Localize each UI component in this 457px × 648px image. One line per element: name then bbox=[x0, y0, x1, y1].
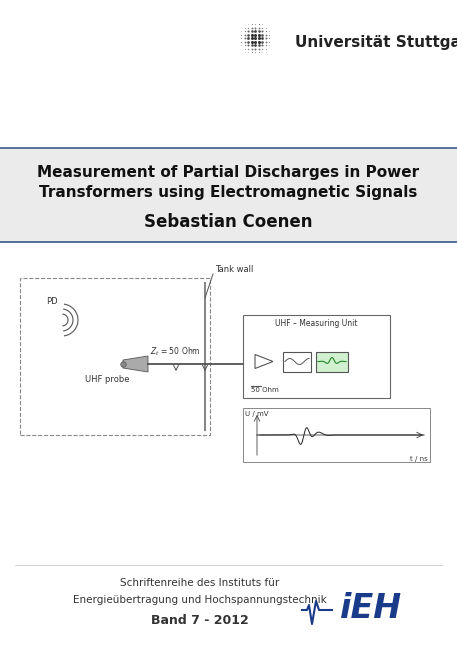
Text: 50 Ohm: 50 Ohm bbox=[251, 387, 279, 393]
Text: U / mV: U / mV bbox=[245, 411, 269, 417]
Text: Schriftenreihe des Instituts für: Schriftenreihe des Instituts für bbox=[120, 578, 280, 588]
Text: Transformers using Electromagnetic Signals: Transformers using Electromagnetic Signa… bbox=[39, 185, 417, 200]
Polygon shape bbox=[123, 356, 148, 372]
Text: Sebastian Coenen: Sebastian Coenen bbox=[144, 213, 312, 231]
Text: Measurement of Partial Discharges in Power: Measurement of Partial Discharges in Pow… bbox=[37, 165, 419, 179]
Bar bbox=[20, 278, 210, 435]
Bar bbox=[0, 148, 457, 242]
Text: t / ns: t / ns bbox=[410, 456, 428, 462]
Text: Universität Stuttgart: Universität Stuttgart bbox=[295, 34, 457, 49]
Bar bbox=[283, 351, 311, 371]
Bar bbox=[243, 408, 430, 462]
Bar bbox=[243, 315, 390, 398]
Text: Band 7 - 2012: Band 7 - 2012 bbox=[151, 614, 249, 627]
Text: PD: PD bbox=[46, 297, 58, 307]
Text: $Z_t$ = 50 Ohm: $Z_t$ = 50 Ohm bbox=[149, 345, 200, 358]
Text: UHF probe: UHF probe bbox=[85, 375, 129, 384]
Text: UHF – Measuring Unit: UHF – Measuring Unit bbox=[275, 319, 358, 327]
Text: Energieübertragung und Hochspannungstechnik: Energieübertragung und Hochspannungstech… bbox=[73, 595, 327, 605]
Text: iEH: iEH bbox=[340, 592, 402, 625]
Text: Tank wall: Tank wall bbox=[215, 266, 253, 275]
Bar bbox=[316, 351, 348, 371]
